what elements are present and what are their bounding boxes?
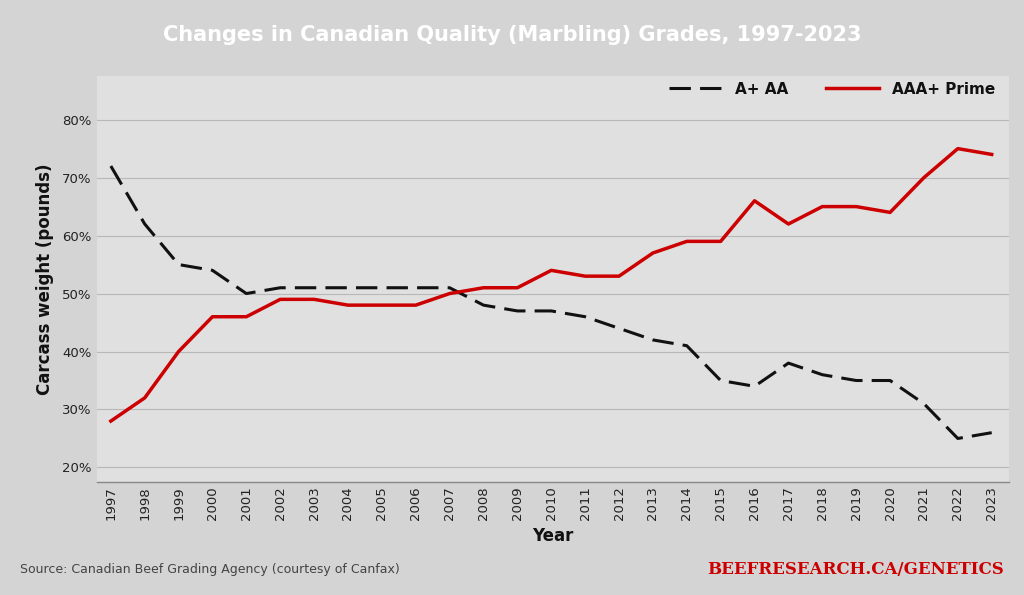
Text: Changes in Canadian Quality (Marbling) Grades, 1997-2023: Changes in Canadian Quality (Marbling) G… — [163, 25, 861, 45]
Text: BEEFRESEARCH.CA/GENETICS: BEEFRESEARCH.CA/GENETICS — [707, 561, 1004, 578]
Text: Source: Canadian Beef Grading Agency (courtesy of Canfax): Source: Canadian Beef Grading Agency (co… — [20, 563, 400, 576]
Y-axis label: Carcass weight (pounds): Carcass weight (pounds) — [36, 163, 54, 395]
Legend: A+ AA, AAA+ Prime: A+ AA, AAA+ Prime — [663, 76, 1001, 103]
X-axis label: Year: Year — [532, 527, 573, 545]
